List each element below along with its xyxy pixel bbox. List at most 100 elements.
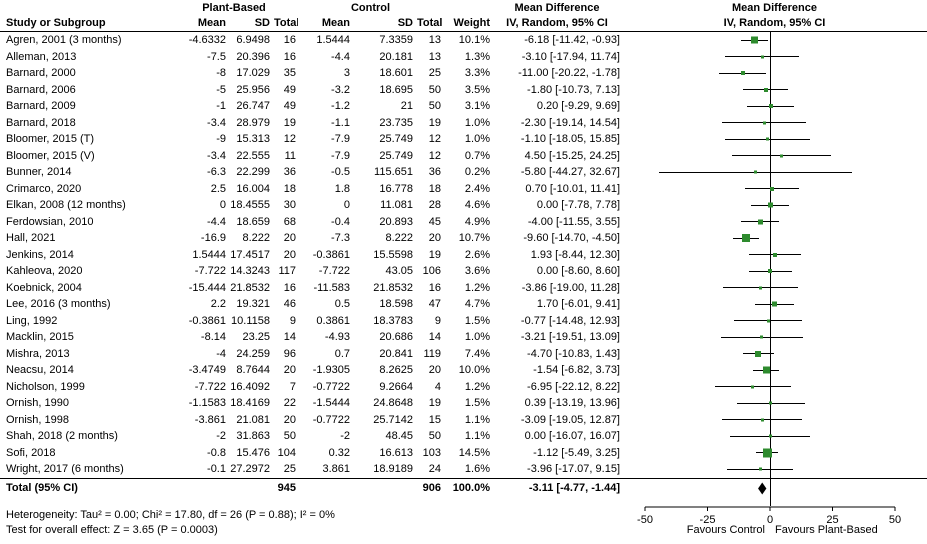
weight: 7.4% [464, 347, 490, 360]
total-row: Total (95% CI) 945 906 100.0% -3.11 [-4.… [0, 479, 927, 498]
study-row: Neacsu, 2014 -3.4749 8.7644 20 -1.9305 8… [0, 362, 927, 379]
ci-plot [622, 362, 927, 379]
favours-right-label: Favours Plant-Based [775, 523, 878, 536]
ci-plot [622, 82, 927, 99]
pb-sd: 22.555 [236, 149, 270, 162]
weight: 2.6% [464, 248, 490, 261]
study-name: Jenkins, 2014 [6, 248, 74, 261]
ctrl-total: 13 [428, 34, 441, 46]
pb-mean: -8 [216, 67, 226, 79]
study-name: Nicholson, 1999 [6, 380, 85, 393]
ctrl-mean: -0.7722 [312, 380, 350, 393]
pb-mean: -0.1 [207, 463, 226, 475]
ctrl-mean: -7.9 [331, 149, 350, 162]
point-marker [751, 36, 759, 44]
pb-mean: 0 [219, 199, 226, 211]
ctrl-mean: 3.861 [322, 463, 350, 475]
study-name: Koebnick, 2004 [6, 281, 82, 294]
study-name: Wright, 2017 (6 months) [6, 463, 124, 475]
ctrl-total: 119 [423, 347, 441, 360]
weight: 1.6% [464, 463, 490, 475]
ci-plot [622, 445, 927, 462]
weight: 1.0% [464, 116, 490, 129]
ci-plot [622, 230, 927, 247]
ci-plot [622, 197, 927, 214]
pb-total: 96 [283, 347, 296, 360]
weight: 1.0% [464, 331, 490, 343]
study-row: Elkan, 2008 (12 months) 0 18.4555 30 0 1… [0, 197, 927, 214]
ci-text: 0.70 [-10.01, 11.41] [525, 182, 620, 195]
svg-text:25: 25 [826, 514, 838, 526]
ctrl-sd: 11.081 [380, 199, 413, 211]
pb-sd: 15.476 [236, 446, 270, 459]
point-marker [768, 434, 772, 438]
study-row: Crimarco, 2020 2.5 16.004 18 1.8 16.778 … [0, 181, 927, 198]
study-row: Bloomer, 2015 (T) -9 15.313 12 -7.9 25.7… [0, 131, 927, 148]
pb-sd: 25.956 [236, 83, 270, 96]
ci-plot [622, 428, 927, 445]
svg-text:50: 50 [889, 514, 901, 526]
study-name: Crimarco, 2020 [6, 182, 82, 195]
pb-sd: 22.299 [236, 166, 270, 178]
weight: 1.2% [464, 281, 490, 294]
pb-total: 50 [283, 430, 296, 442]
ci-text: 1.93 [-8.44, 12.30] [530, 248, 620, 261]
ctrl-total: 50 [428, 83, 441, 96]
ctrl-sd: 115.651 [374, 166, 413, 178]
spacer [352, 479, 415, 498]
point-marker [754, 170, 757, 174]
point-marker [768, 269, 772, 274]
ci-text: -3.10 [-17.94, 11.74] [521, 50, 620, 63]
ci-text: -0.77 [-14.48, 12.93] [520, 314, 620, 327]
point-marker [763, 87, 768, 92]
pb-sd: 16.4092 [230, 380, 270, 393]
ctrl-total: 12 [428, 149, 441, 162]
study-name: Shah, 2018 (2 months) [6, 430, 118, 442]
study-name: Ornish, 1998 [6, 413, 69, 426]
ctrl-mean: -0.7722 [312, 413, 350, 426]
ci-text: 0.00 [-16.07, 16.07] [524, 430, 620, 442]
svg-text:-50: -50 [637, 514, 653, 526]
weight: 1.5% [464, 314, 490, 327]
ci-plot [622, 412, 927, 429]
favours-left-label: Favours Control [686, 523, 765, 536]
ci-plot [622, 49, 927, 66]
point-marker [762, 121, 766, 125]
ctrl-sd: 7.3359 [379, 34, 413, 46]
pb-sd: 15.313 [236, 133, 270, 145]
ctrl-total: 103 [422, 446, 441, 459]
pb-total: 20 [283, 413, 296, 426]
pb-mean: -2 [216, 430, 226, 442]
overall-effect-text: Test for overall effect: Z = 3.65 (P = 0… [6, 523, 218, 536]
study-name: Kahleova, 2020 [6, 265, 83, 277]
study-name: Ferdowsian, 2010 [6, 215, 94, 228]
pb-total: 117 [278, 265, 296, 277]
ctrl-sd: 21.8532 [373, 281, 413, 294]
study-row: Shah, 2018 (2 months) -2 31.863 50 -2 48… [0, 428, 927, 445]
pb-total: 68 [283, 215, 296, 228]
ctrl-total-header: Total [417, 17, 443, 29]
ci-plot-column-header: IV, Random, 95% CI [723, 17, 826, 29]
pb-mean: -1 [216, 100, 226, 112]
study-name: Barnard, 2009 [6, 100, 76, 112]
pb-total: 30 [283, 199, 296, 211]
ctrl-sd: 21 [400, 100, 413, 112]
ctrl-total: 106 [422, 265, 441, 277]
pb-mean-header: Mean [197, 17, 226, 29]
pb-sd: 28.979 [236, 116, 270, 129]
ci-text: -1.54 [-6.82, 3.73] [533, 364, 620, 376]
total-divider [0, 477, 927, 479]
study-row: Barnard, 2000 -8 17.029 35 3 18.601 25 3… [0, 65, 927, 82]
ctrl-mean: 0.7 [334, 347, 350, 360]
study-row: Ornish, 1998 -3.861 21.081 20 -0.7722 25… [0, 412, 927, 429]
mean-difference-plot-header: Mean Difference [732, 2, 817, 14]
study-row: Lee, 2016 (3 months) 2.2 19.321 46 0.5 1… [0, 296, 927, 313]
pb-total: 22 [283, 397, 296, 409]
ctrl-mean: 3 [343, 67, 350, 79]
point-marker [765, 137, 769, 141]
study-column-header: Study or Subgroup [6, 17, 106, 29]
ctrl-total: 15 [428, 413, 441, 426]
weight: 3.3% [464, 67, 490, 79]
study-row: Bloomer, 2015 (V) -3.4 22.555 11 -7.9 25… [0, 148, 927, 165]
